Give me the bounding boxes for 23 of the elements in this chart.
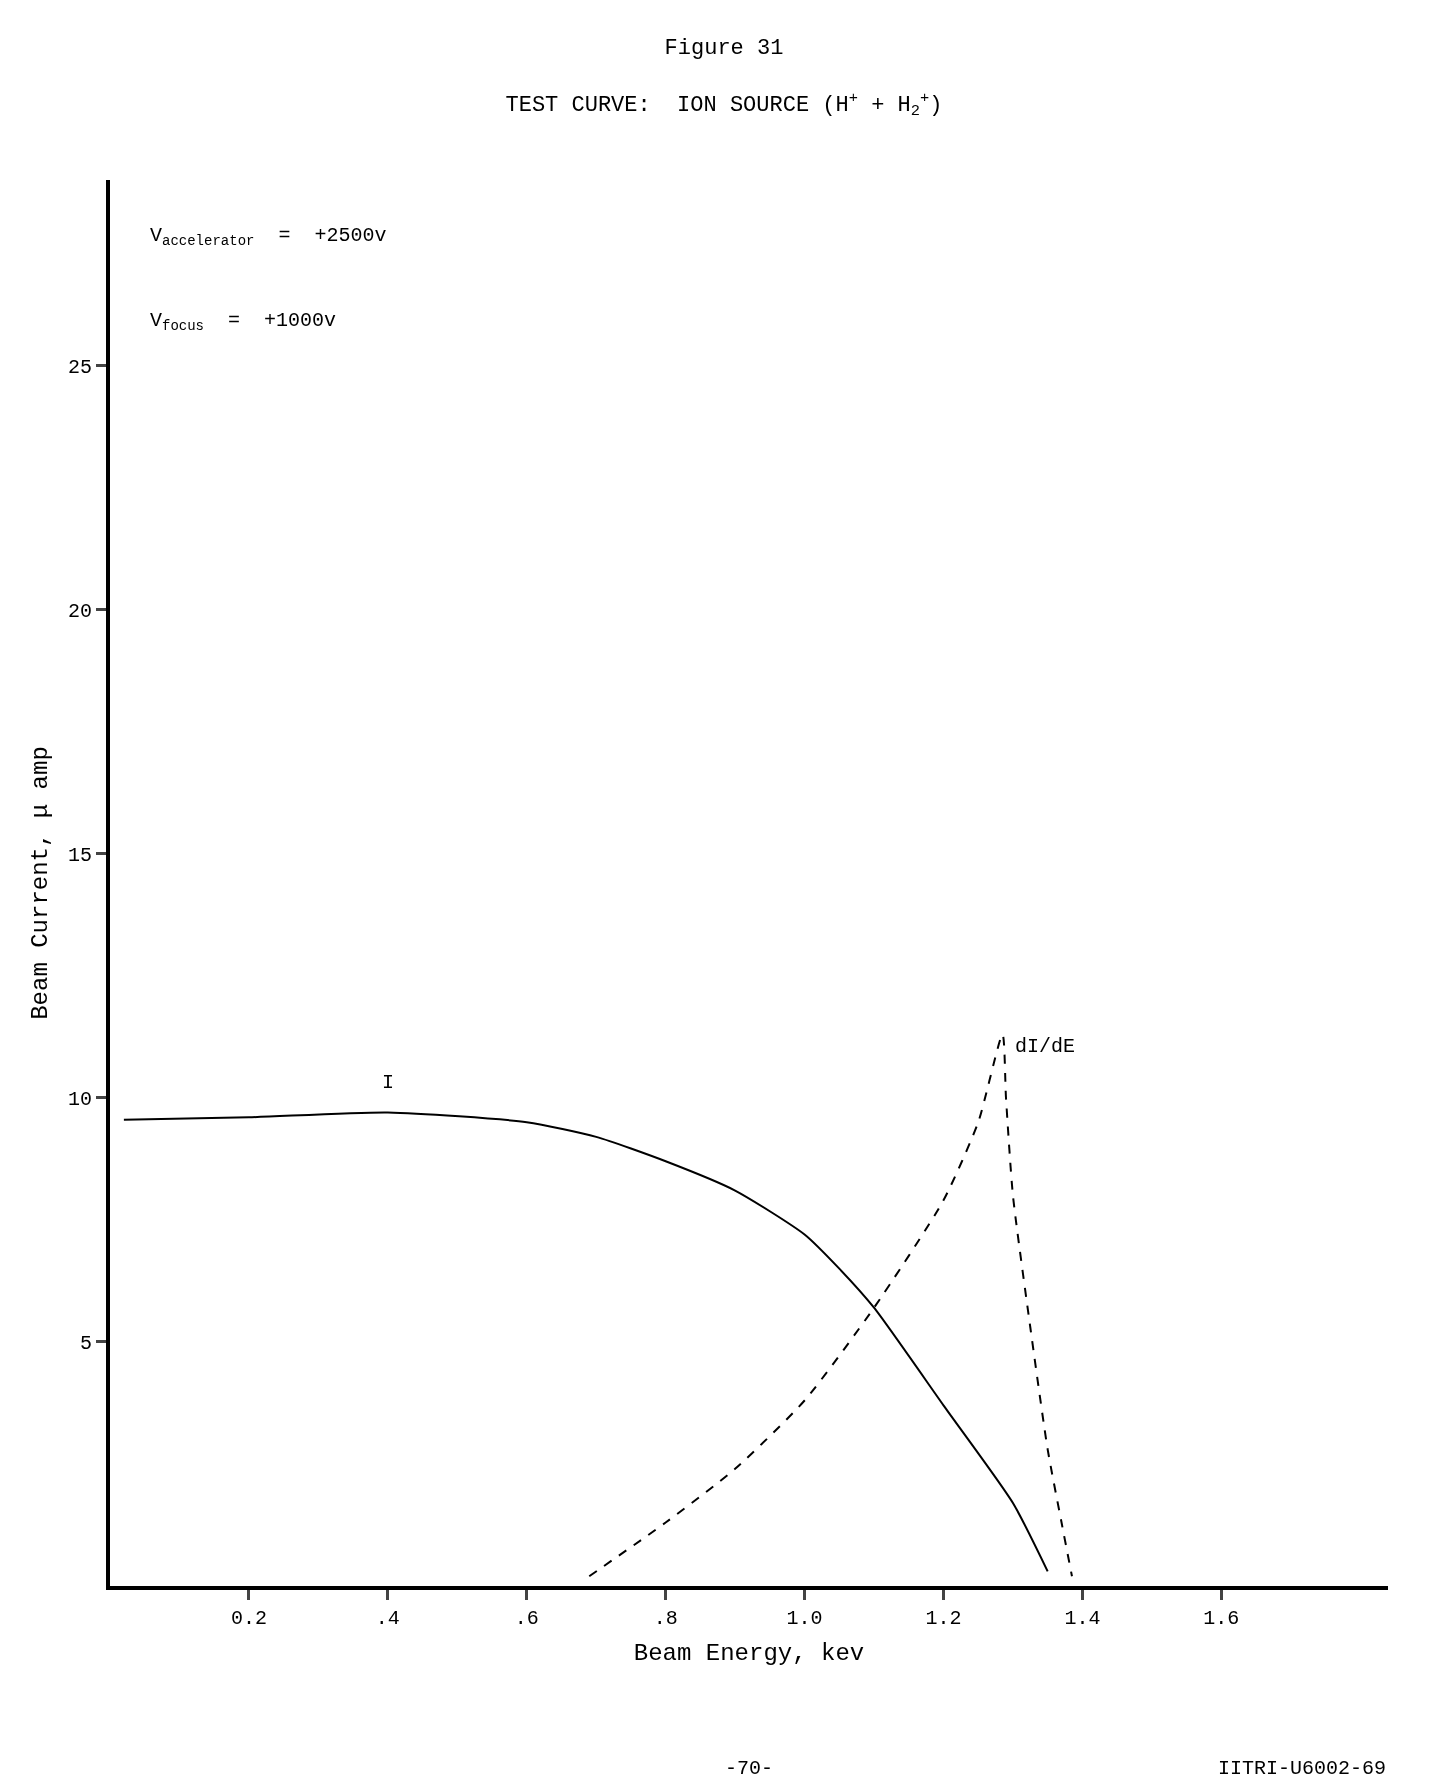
y-tick-label: 20 — [67, 599, 92, 623]
x-tick-label: 1.6 — [1203, 1607, 1240, 1630]
y-tick-label: 15 — [67, 843, 92, 867]
y-tick-label: 5 — [79, 1331, 92, 1355]
y-tick-label: 10 — [67, 1087, 92, 1111]
text: V$_{accelerator}$ = +2500v — [150, 224, 387, 250]
series-label: I — [382, 1071, 395, 1094]
x-tick-label: .8 — [653, 1607, 678, 1630]
text: V$_{focus}$ = +1000v — [150, 309, 337, 335]
x-tick-label: 1.4 — [1064, 1607, 1101, 1630]
x-tick-label: 1.0 — [786, 1607, 823, 1630]
x-tick-label: 0.2 — [230, 1607, 267, 1630]
x-tick-label: .4 — [375, 1607, 400, 1630]
x-axis-title: Beam Energy, kev — [633, 1639, 865, 1667]
chart-title: Figure 31 — [664, 35, 784, 61]
text: IITRI-U6002-69 — [1218, 1757, 1387, 1780]
y-axis-title: Beam Current, μ amp — [26, 746, 54, 1020]
y-tick-label: 25 — [67, 355, 92, 379]
text: -70- — [725, 1757, 774, 1780]
x-tick-label: 1.2 — [925, 1607, 962, 1630]
chart-subtitle: TEST CURVE: ION SOURCE (H$^{+}$ + H$_{2}$$^{+}$) — [505, 88, 943, 121]
x-tick-label: .6 — [514, 1607, 539, 1630]
series-label: dI/dE — [1015, 1035, 1076, 1058]
